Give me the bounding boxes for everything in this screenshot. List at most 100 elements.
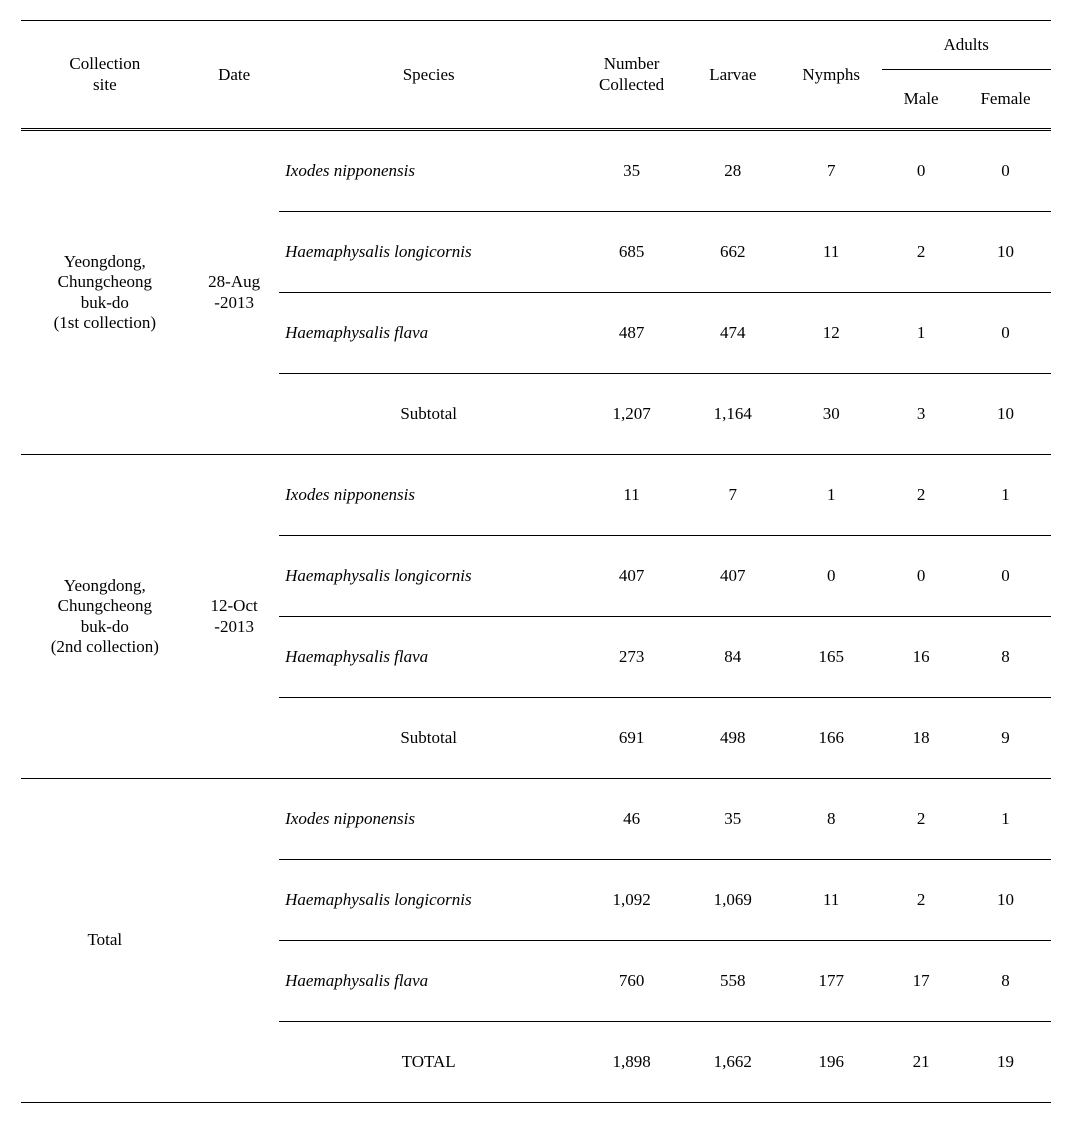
female-cell: 8 bbox=[960, 617, 1050, 698]
larvae-cell: 35 bbox=[685, 779, 781, 860]
larvae-cell: 662 bbox=[685, 212, 781, 293]
nymphs-cell: 12 bbox=[781, 293, 882, 374]
number-cell: 11 bbox=[578, 455, 685, 536]
species-name: Haemaphysalis longicornis bbox=[279, 860, 578, 941]
date-cell: 12-Oct-2013 bbox=[189, 455, 279, 779]
site-line: Yeongdong, bbox=[21, 576, 190, 596]
male-cell: 0 bbox=[882, 536, 961, 617]
header-male: Male bbox=[882, 70, 961, 130]
species-name: Haemaphysalis flava bbox=[279, 617, 578, 698]
header-species: Species bbox=[279, 21, 578, 130]
male-cell: 2 bbox=[882, 860, 961, 941]
header-nymphs: Nymphs bbox=[781, 21, 882, 130]
larvae-cell: 558 bbox=[685, 941, 781, 1022]
number-cell: 487 bbox=[578, 293, 685, 374]
subtotal-label: TOTAL bbox=[279, 1022, 578, 1103]
number-cell: 46 bbox=[578, 779, 685, 860]
male-cell: 18 bbox=[882, 698, 961, 779]
female-cell: 19 bbox=[960, 1022, 1050, 1103]
male-cell: 21 bbox=[882, 1022, 961, 1103]
female-cell: 0 bbox=[960, 536, 1050, 617]
nymphs-cell: 196 bbox=[781, 1022, 882, 1103]
species-name: Haemaphysalis longicornis bbox=[279, 536, 578, 617]
larvae-cell: 28 bbox=[685, 130, 781, 212]
male-cell: 17 bbox=[882, 941, 961, 1022]
nymphs-cell: 7 bbox=[781, 130, 882, 212]
species-name: Ixodes nipponensis bbox=[279, 130, 578, 212]
female-cell: 10 bbox=[960, 212, 1050, 293]
number-cell: 691 bbox=[578, 698, 685, 779]
number-cell: 685 bbox=[578, 212, 685, 293]
site-cell: Yeongdong,Chungcheongbuk-do(1st collecti… bbox=[21, 130, 190, 455]
number-cell: 1,092 bbox=[578, 860, 685, 941]
date-line: -2013 bbox=[189, 293, 279, 313]
female-cell: 0 bbox=[960, 130, 1050, 212]
nymphs-cell: 177 bbox=[781, 941, 882, 1022]
date-cell bbox=[189, 779, 279, 1103]
female-cell: 10 bbox=[960, 860, 1050, 941]
header-collection-site: Collection site bbox=[21, 21, 190, 130]
date-line: -2013 bbox=[189, 617, 279, 637]
site-line: Yeongdong, bbox=[21, 252, 190, 272]
header-date: Date bbox=[189, 21, 279, 130]
nymphs-cell: 11 bbox=[781, 212, 882, 293]
site-cell: Yeongdong,Chungcheongbuk-do(2nd collecti… bbox=[21, 455, 190, 779]
male-cell: 2 bbox=[882, 212, 961, 293]
female-cell: 1 bbox=[960, 779, 1050, 860]
site-line: buk-do bbox=[21, 293, 190, 313]
larvae-cell: 7 bbox=[685, 455, 781, 536]
male-cell: 16 bbox=[882, 617, 961, 698]
number-cell: 1,898 bbox=[578, 1022, 685, 1103]
species-name: Ixodes nipponensis bbox=[279, 455, 578, 536]
larvae-cell: 474 bbox=[685, 293, 781, 374]
larvae-cell: 1,069 bbox=[685, 860, 781, 941]
nymphs-cell: 165 bbox=[781, 617, 882, 698]
number-cell: 1,207 bbox=[578, 374, 685, 455]
number-cell: 273 bbox=[578, 617, 685, 698]
female-cell: 9 bbox=[960, 698, 1050, 779]
nymphs-cell: 0 bbox=[781, 536, 882, 617]
species-name: Haemaphysalis flava bbox=[279, 293, 578, 374]
header-larvae: Larvae bbox=[685, 21, 781, 130]
site-line: (2nd collection) bbox=[21, 637, 190, 657]
male-cell: 0 bbox=[882, 130, 961, 212]
larvae-cell: 407 bbox=[685, 536, 781, 617]
species-name: Haemaphysalis longicornis bbox=[279, 212, 578, 293]
number-cell: 35 bbox=[578, 130, 685, 212]
table-row: Yeongdong,Chungcheongbuk-do(1st collecti… bbox=[21, 130, 1051, 212]
header-female: Female bbox=[960, 70, 1050, 130]
nymphs-cell: 30 bbox=[781, 374, 882, 455]
male-cell: 1 bbox=[882, 293, 961, 374]
nymphs-cell: 11 bbox=[781, 860, 882, 941]
site-cell: Total bbox=[21, 779, 190, 1103]
subtotal-label: Subtotal bbox=[279, 698, 578, 779]
subtotal-label: Subtotal bbox=[279, 374, 578, 455]
larvae-cell: 1,662 bbox=[685, 1022, 781, 1103]
male-cell: 3 bbox=[882, 374, 961, 455]
header-adults: Adults bbox=[882, 21, 1051, 70]
site-line: (1st collection) bbox=[21, 313, 190, 333]
species-name: Haemaphysalis flava bbox=[279, 941, 578, 1022]
larvae-cell: 1,164 bbox=[685, 374, 781, 455]
date-line: 12-Oct bbox=[189, 596, 279, 616]
larvae-cell: 84 bbox=[685, 617, 781, 698]
table-body: Yeongdong,Chungcheongbuk-do(1st collecti… bbox=[21, 130, 1051, 1103]
female-cell: 0 bbox=[960, 293, 1050, 374]
nymphs-cell: 1 bbox=[781, 455, 882, 536]
female-cell: 1 bbox=[960, 455, 1050, 536]
site-line: Total bbox=[21, 930, 190, 950]
tick-collection-table: Collection site Date Species Number Coll… bbox=[21, 20, 1051, 1103]
header-number-collected: Number Collected bbox=[578, 21, 685, 130]
larvae-cell: 498 bbox=[685, 698, 781, 779]
site-line: Chungcheong bbox=[21, 272, 190, 292]
number-cell: 407 bbox=[578, 536, 685, 617]
table-row: TotalIxodes nipponensis4635821 bbox=[21, 779, 1051, 860]
female-cell: 8 bbox=[960, 941, 1050, 1022]
site-line: buk-do bbox=[21, 617, 190, 637]
date-line: 28-Aug bbox=[189, 272, 279, 292]
table-row: Yeongdong,Chungcheongbuk-do(2nd collecti… bbox=[21, 455, 1051, 536]
species-name: Ixodes nipponensis bbox=[279, 779, 578, 860]
male-cell: 2 bbox=[882, 455, 961, 536]
nymphs-cell: 166 bbox=[781, 698, 882, 779]
male-cell: 2 bbox=[882, 779, 961, 860]
